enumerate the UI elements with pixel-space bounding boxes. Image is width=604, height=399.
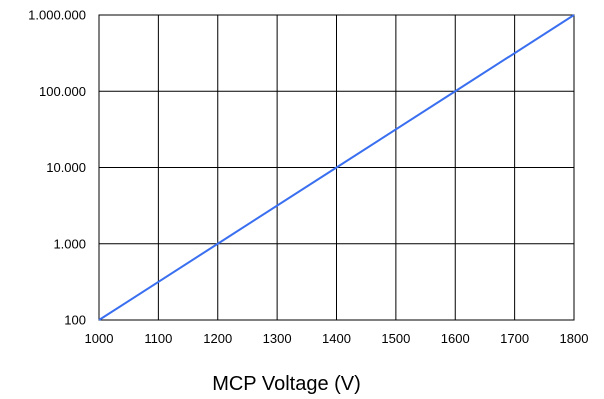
x-tick-label: 1200 (203, 331, 232, 346)
x-tick-label: 1000 (85, 331, 114, 346)
series-line (98, 14, 575, 321)
x-tick-label: 1500 (381, 331, 410, 346)
y-tick-labels: 100 1.000 10.000 100.000 1.000.000 (28, 8, 86, 328)
x-tick-label: 1700 (500, 331, 529, 346)
y-tick-label: 100.000 (39, 84, 86, 99)
x-tick-labels: 1000 1100 1200 1300 1400 1500 1600 1700 1800 (85, 331, 589, 346)
y-tick-label: 1.000.000 (28, 8, 86, 23)
y-tick-label: 1.000 (53, 236, 86, 251)
y-tick-label: 100 (64, 313, 86, 328)
x-tick-label: 1300 (263, 331, 292, 346)
plot-area-frame (98, 14, 575, 321)
x-axis-title: MCP Voltage (V) (212, 373, 361, 395)
x-tick-label: 1800 (560, 331, 589, 346)
x-tick-label: 1600 (441, 331, 470, 346)
x-tick-label: 1100 (144, 331, 172, 346)
series-layer (98, 14, 575, 321)
x-tick-label: 1400 (322, 331, 351, 346)
y-tick-label: 10.000 (46, 160, 86, 175)
